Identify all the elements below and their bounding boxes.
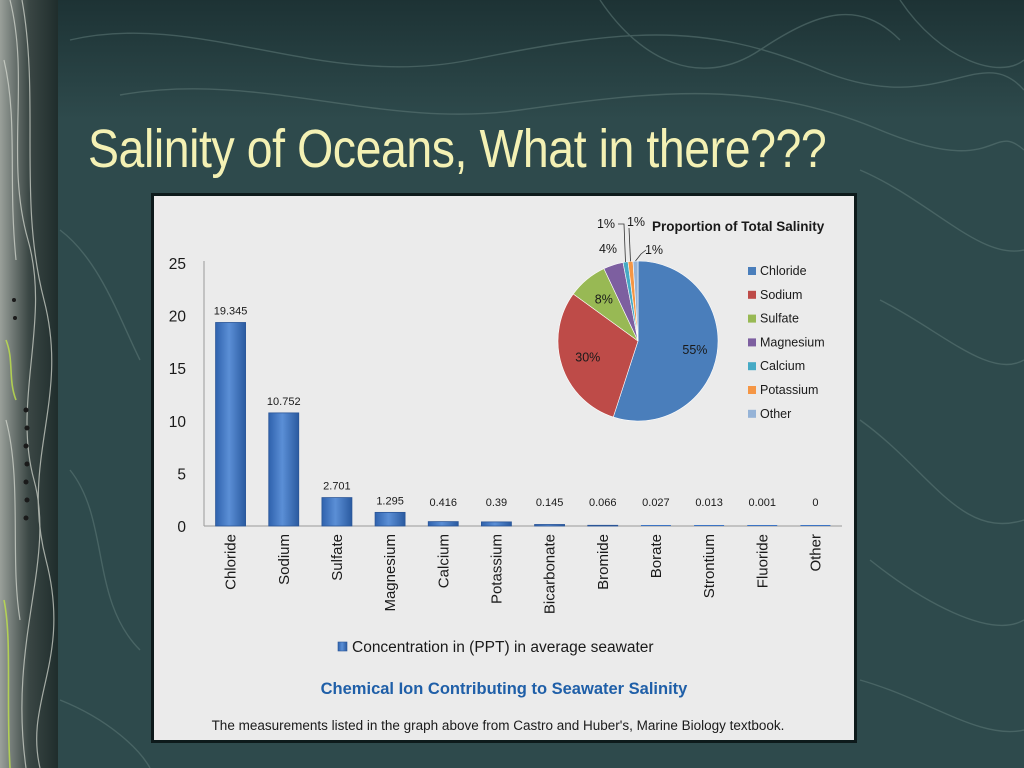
bar <box>427 521 459 527</box>
legend-swatch <box>748 314 756 323</box>
bar-value-label: 0 <box>812 497 818 509</box>
left-edge-texture <box>3 0 55 768</box>
y-tick-label: 25 <box>169 256 186 273</box>
bar <box>268 412 300 527</box>
x-tick-label: Other <box>807 534 824 572</box>
bar-value-label: 1.295 <box>376 495 404 507</box>
bar-chart-title: Chemical Ion Contributing to Seawater Sa… <box>321 680 689 698</box>
bar <box>481 521 512 527</box>
legend-swatch <box>748 267 756 275</box>
pie-slice <box>557 293 639 418</box>
y-tick-label: 20 <box>169 309 187 326</box>
pie-leader-line <box>618 223 626 263</box>
x-tick-label: Calcium <box>435 534 452 588</box>
bar-value-label: 0.027 <box>642 497 670 509</box>
pie-slice-label: 1% <box>597 217 615 231</box>
left-edge-highlight <box>3 339 17 768</box>
bar-legend: Concentration in (PPT) in average seawat… <box>337 639 654 656</box>
bar <box>215 322 246 527</box>
x-tick-label: Sulfate <box>329 534 346 581</box>
pie-slice-label: 4% <box>599 242 617 256</box>
bar <box>321 497 353 527</box>
x-tick-label: Potassium <box>488 534 505 604</box>
bar-value-label: 0.066 <box>589 497 617 509</box>
bar-value-label: 0.013 <box>695 497 723 509</box>
legend-label: Calcium <box>760 359 805 373</box>
bar-chart: 0 5 10 15 20 25 19.345 Chloride 10.752 Sodium 2.70… <box>169 256 842 656</box>
legend-swatch <box>748 290 756 299</box>
pie-slice-label: 55% <box>682 343 707 357</box>
chart-panel: 0 5 10 15 20 25 19.345 Chloride 10.752 Sodium 2.70… <box>151 193 857 743</box>
chart-area: 0 5 10 15 20 25 19.345 Chloride 10.752 Sodium 2.70… <box>154 196 854 740</box>
pie-slice <box>632 260 639 342</box>
legend-swatch <box>337 641 348 652</box>
pie-slice-label: 1% <box>645 243 663 257</box>
y-tick-label: 10 <box>169 414 187 431</box>
pie-leader-line <box>628 227 631 262</box>
bar <box>374 511 406 527</box>
bar-value-label: 0.001 <box>748 497 776 509</box>
legend-label: Chloride <box>760 264 807 278</box>
pie-chart: 55%30%8%4%1% 1%1%Proportion of Total Sali… <box>557 215 825 422</box>
pie-slice-label: 8% <box>595 293 613 307</box>
bar-value-label: 0.416 <box>429 497 457 509</box>
chart-svg: 0 5 10 15 20 25 19.345 Chloride 10.752 Sodium 2.70… <box>169 215 842 733</box>
slide-title: Salinity of Oceans, What in there??? <box>88 119 827 179</box>
y-tick-label: 0 <box>177 519 186 536</box>
y-tick-label: 15 <box>169 361 186 378</box>
legend-label: Sodium <box>760 288 802 302</box>
bar-value-label: 19.345 <box>214 305 248 317</box>
pie-slice <box>612 260 719 422</box>
x-tick-label: Borate <box>648 534 665 578</box>
x-tick-label: Bicarbonate <box>542 534 559 614</box>
contour-lines <box>59 0 1024 768</box>
bar-value-label: 10.752 <box>267 396 301 408</box>
bar-value-label: 2.701 <box>323 481 351 493</box>
legend-label: Other <box>760 407 791 421</box>
legend-label: Potassium <box>760 383 818 397</box>
legend-swatch <box>748 386 756 394</box>
pie-leader-line <box>635 249 647 262</box>
x-tick-label: Sodium <box>276 534 293 585</box>
legend-swatch <box>748 362 756 371</box>
bar <box>587 524 619 527</box>
pie-slice-label: 30% <box>575 350 600 364</box>
pie-slice-label: 1% <box>627 215 645 229</box>
x-tick-label: Bromide <box>595 534 612 590</box>
x-tick-label: Fluoride <box>754 534 771 588</box>
bar-value-label: 0.39 <box>486 497 507 509</box>
legend-swatch <box>748 338 756 347</box>
x-tick-label: Strontium <box>701 534 718 598</box>
bar <box>534 524 565 527</box>
legend-label: Magnesium <box>760 335 825 349</box>
pie-legend: Chloride Sodium Sulfate Magnesium Calcium Pot… <box>748 264 825 421</box>
x-tick-label: Magnesium <box>382 534 399 612</box>
x-tick-label: Chloride <box>223 534 240 590</box>
legend-label: Sulfate <box>760 312 799 326</box>
chart-footnote: The measurements listed in the graph abo… <box>212 718 785 733</box>
y-tick-label: 5 <box>177 466 186 483</box>
legend-label: Concentration in (PPT) in average seawat… <box>352 639 654 656</box>
legend-swatch <box>748 409 756 418</box>
bar-value-label: 0.145 <box>536 497 564 509</box>
left-edge-dots <box>12 298 30 521</box>
pie-chart-title: Proportion of Total Salinity <box>652 219 825 234</box>
